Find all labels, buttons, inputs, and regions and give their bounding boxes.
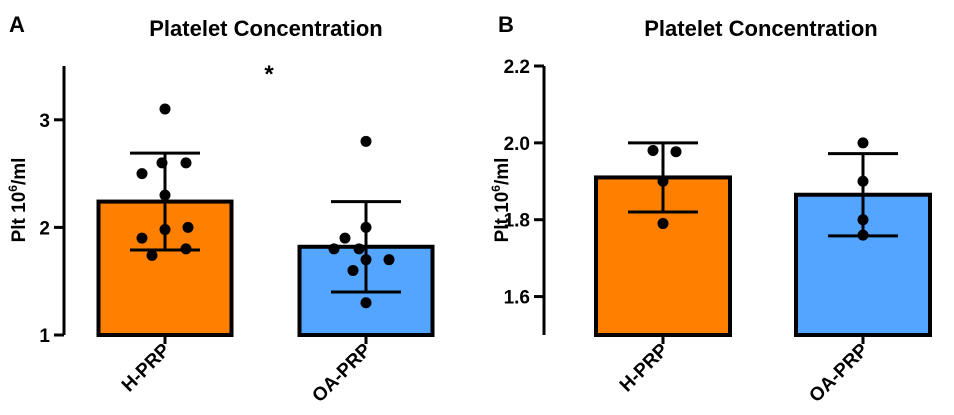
panel-b-title: Platelet Concentration: [644, 16, 877, 41]
x-tick-label: OA-PRP: [805, 339, 872, 406]
panel-b-ylabel: Plt 106/ml: [489, 158, 513, 243]
panel-a-ylabel-suffix: /ml: [9, 158, 30, 185]
data-point: [670, 146, 682, 158]
data-point: [328, 243, 340, 255]
y-tick-label: 1.8: [504, 211, 530, 232]
panel-a-significance: *: [264, 61, 274, 88]
y-tick-label: 1: [39, 326, 50, 347]
x-tick-label: H-PRP: [616, 339, 673, 396]
data-point: [657, 218, 669, 230]
data-point: [339, 232, 351, 244]
panel-b-ylabel-main: Plt 10: [492, 192, 513, 243]
panel-a-ylabel-main: Plt 10: [9, 192, 30, 243]
data-point: [647, 145, 659, 157]
panel-a: A Platelet Concentration Plt 106/ml * 1 2…: [6, 12, 435, 407]
panel-b-ylabel-suffix: /ml: [492, 158, 513, 185]
data-point: [347, 264, 359, 276]
y-tick-label: 2: [39, 218, 50, 239]
x-tick-label: OA-PRP: [308, 339, 375, 406]
panel-b: B Platelet Concentration Plt 106/ml 1.61…: [489, 12, 932, 407]
panel-a-ylabel-sup: 6: [6, 185, 20, 192]
data-point: [159, 103, 171, 115]
panel-a-label: A: [9, 12, 25, 37]
data-point: [136, 232, 148, 244]
data-point: [182, 221, 194, 233]
data-point: [360, 135, 372, 147]
data-point: [857, 137, 869, 149]
panel-a-plot: 1 2 3 H-PRP OA-PRP: [39, 66, 435, 407]
panel-b-ylabel-sup: 6: [489, 185, 503, 192]
y-tick-label: 1.6: [504, 288, 530, 309]
data-point: [180, 157, 192, 169]
x-tick-label: H-PRP: [118, 339, 175, 396]
panel-a-title: Platelet Concentration: [149, 16, 382, 41]
panel-b-label: B: [498, 12, 514, 37]
y-tick-label: 3: [39, 111, 50, 132]
data-point: [353, 243, 365, 255]
data-point: [136, 168, 148, 180]
data-point: [383, 254, 395, 266]
data-point: [146, 249, 158, 261]
panel-a-ylabel: Plt 106/ml: [6, 158, 30, 243]
panel-b-plot: 1.6 1.8 2.0 2.2 H-PRP OA-PRP: [504, 57, 932, 407]
y-tick-label: 2.0: [504, 134, 530, 155]
data-point: [360, 297, 372, 309]
y-tick-label: 2.2: [504, 57, 530, 78]
